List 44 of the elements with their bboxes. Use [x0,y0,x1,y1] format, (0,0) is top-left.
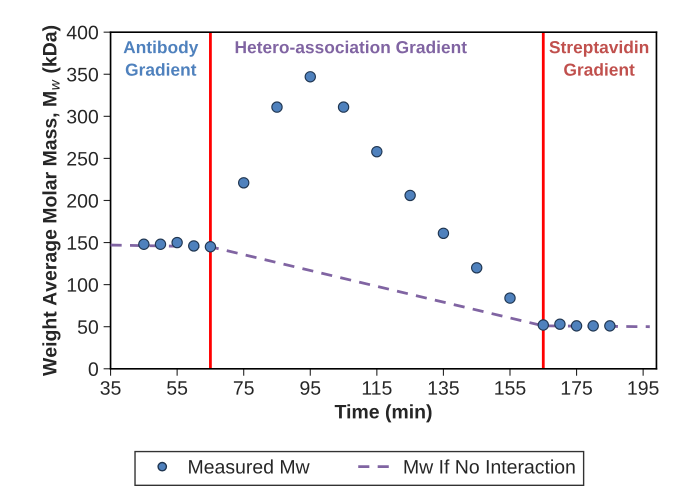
point [154,238,166,250]
y-tick-label: 250 [67,152,98,166]
point [570,320,582,332]
point [588,320,599,332]
point [404,190,416,202]
y-tick-label: 0 [88,362,98,376]
x-tick-label: 115 [362,381,392,395]
point [338,101,350,113]
point [138,238,150,250]
y-tick-label: 300 [67,110,98,124]
x-tick-label: 35 [100,381,121,395]
y-tick-label: 100 [68,278,98,292]
y-tick-label: 50 [78,320,98,334]
annotation: Hetero-association Gradient [236,40,467,54]
x-tick-label: 95 [300,381,320,395]
point [238,177,250,189]
point [538,319,549,331]
point [604,320,616,332]
x-tick-label: 135 [428,381,459,395]
point [371,146,383,158]
point [204,241,216,252]
point [504,292,516,304]
annotation: Antibody Gradient [124,40,198,76]
y-tick-label: 350 [67,68,98,82]
x-axis-title: Time (min) [334,404,432,422]
y-tick-label: 200 [67,194,98,208]
y-axis-title: Weight Average Molar Mass, M$_{w}$ (kDa) [42,26,60,376]
x-tick-label: 155 [495,381,526,395]
x-tick-label: 75 [234,381,254,395]
legend-label: Measured Mw [189,459,310,474]
point [304,71,316,82]
x-tick-label: 195 [628,381,659,395]
point [438,228,450,239]
point [554,318,566,330]
point [171,236,183,248]
x-tick-label: 175 [562,381,592,395]
y-tick-label: 400 [66,26,98,40]
point [271,101,283,113]
annotation: Streptavidin Gradient [549,40,648,76]
legend-label: Mw If No Interaction [404,459,575,474]
x-tick-label: 55 [167,381,188,395]
point [471,262,482,274]
point [188,240,200,252]
y-tick-label: 150 [68,236,98,250]
